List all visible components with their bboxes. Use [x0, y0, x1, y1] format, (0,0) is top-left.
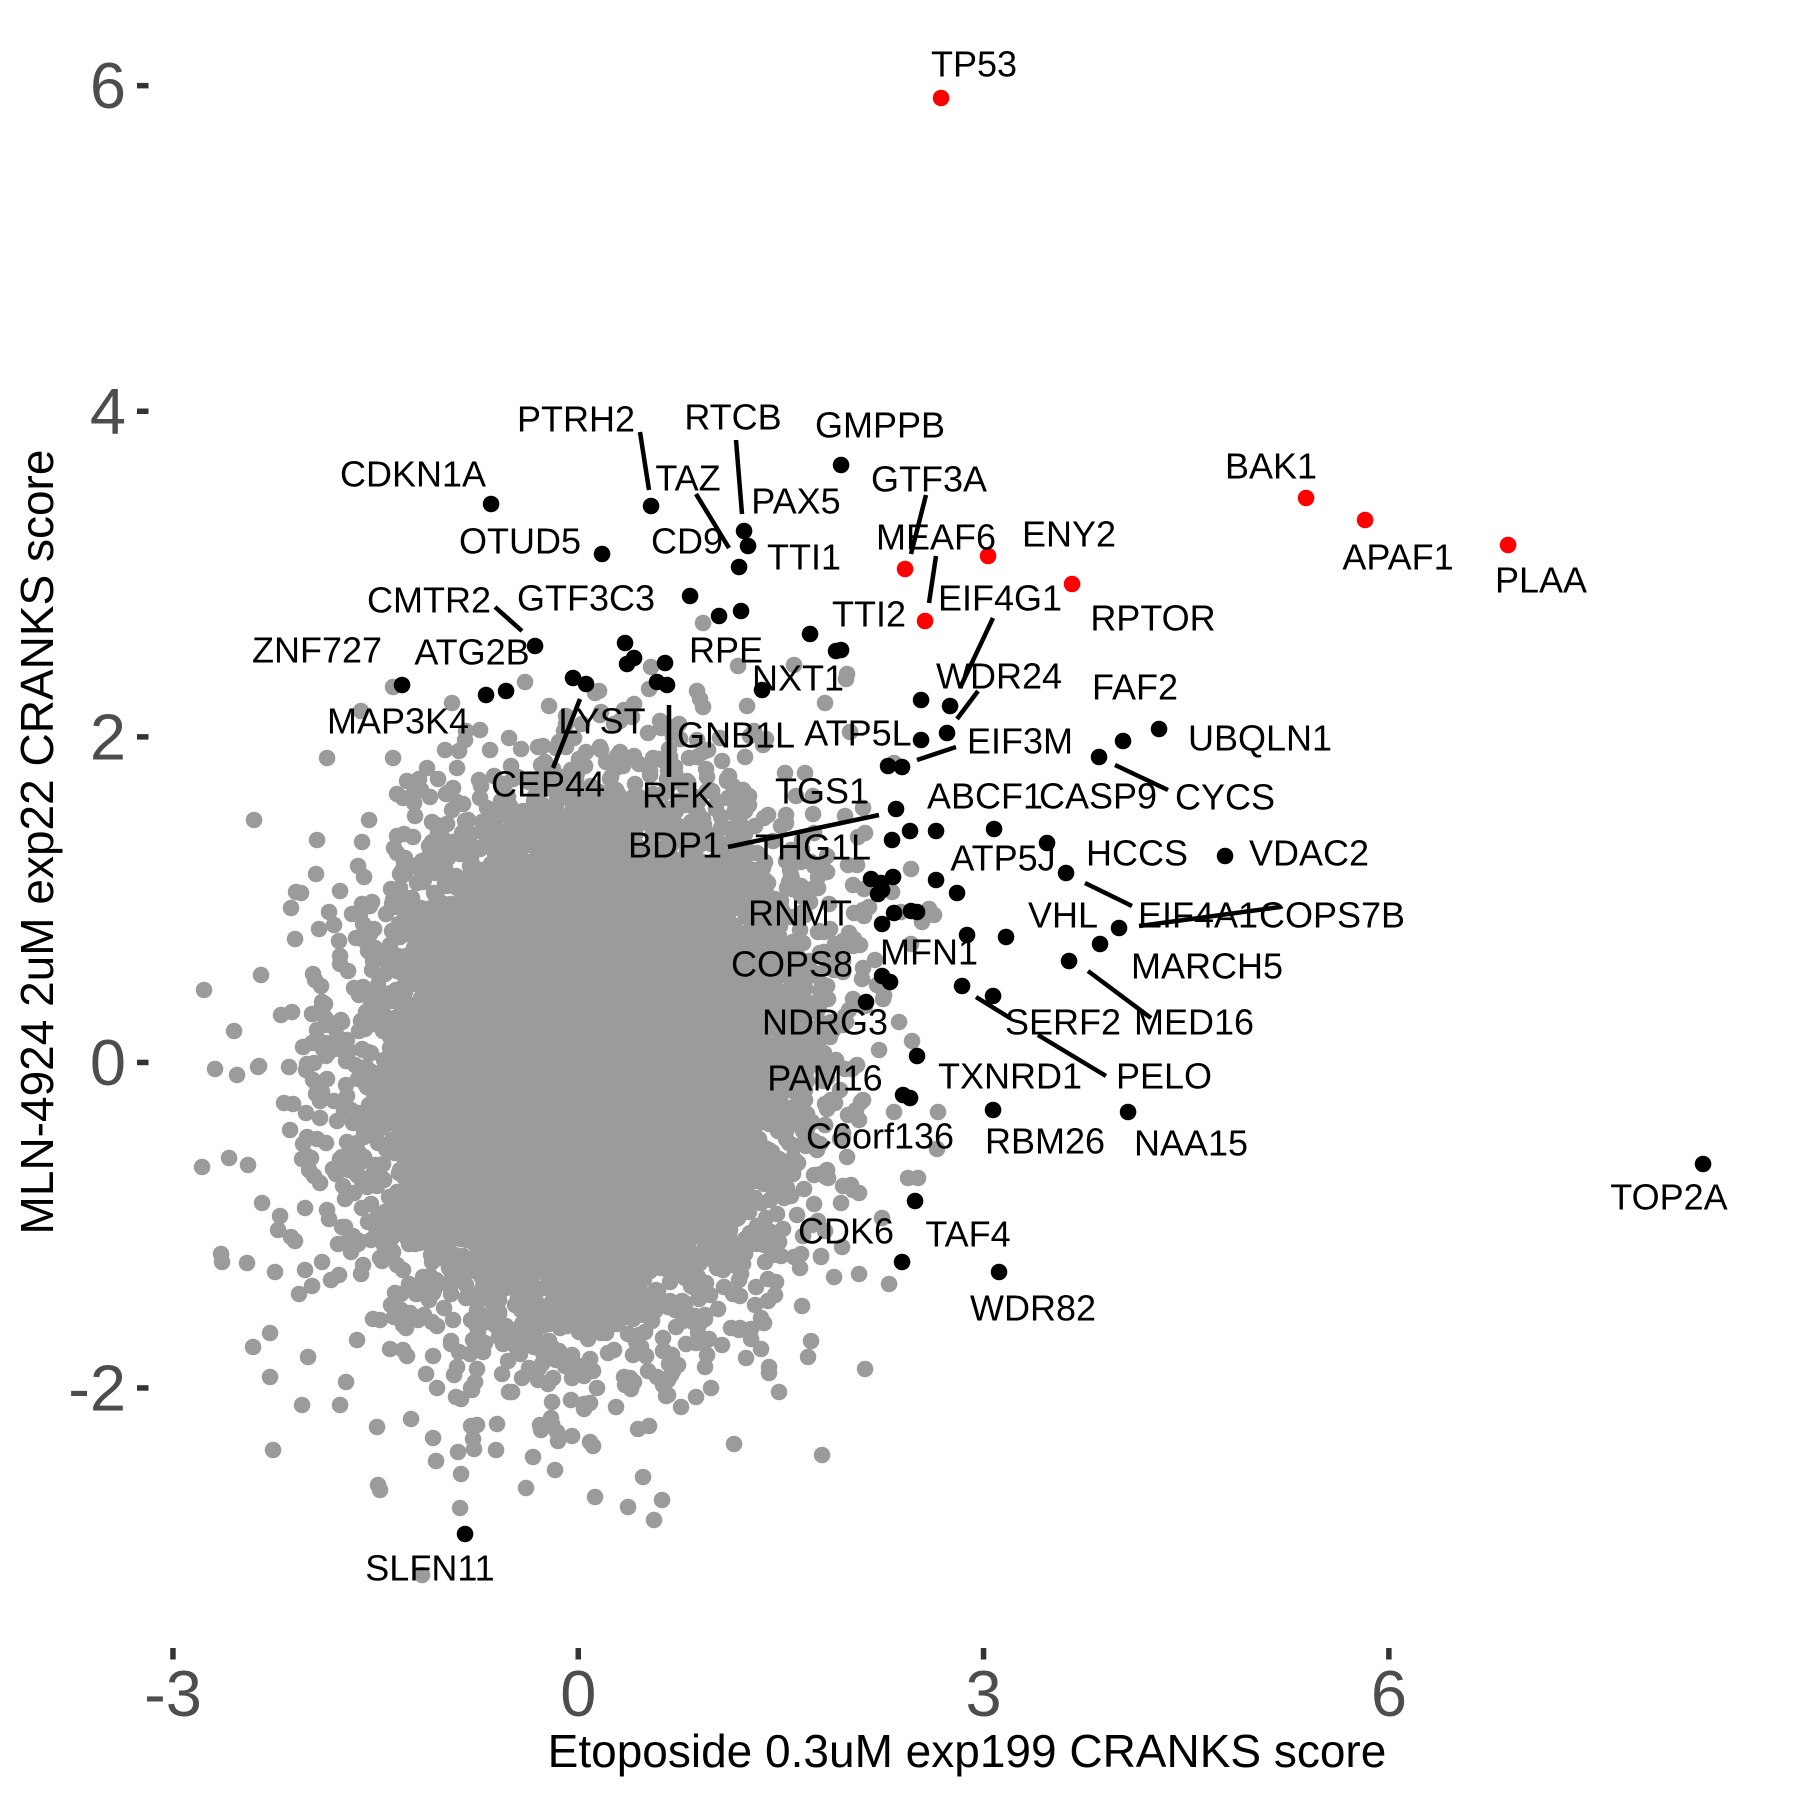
svg-text:COPS7B: COPS7B: [1259, 895, 1405, 936]
svg-text:CDK6: CDK6: [798, 1211, 894, 1252]
svg-text:BAK1: BAK1: [1225, 446, 1317, 487]
svg-text:MAP3K4: MAP3K4: [327, 701, 469, 742]
svg-text:GMPPB: GMPPB: [815, 405, 945, 446]
svg-text:PELO: PELO: [1116, 1056, 1212, 1097]
svg-text:6: 6: [90, 49, 126, 122]
svg-text:ATP5J: ATP5J: [950, 838, 1055, 879]
svg-text:COPS8: COPS8: [731, 944, 853, 985]
svg-text:RNMT: RNMT: [748, 893, 852, 934]
svg-text:TOP2A: TOP2A: [1610, 1177, 1727, 1218]
svg-text:ATG2B: ATG2B: [414, 632, 529, 673]
svg-text:VHL: VHL: [1028, 895, 1098, 936]
svg-text:CEP44: CEP44: [491, 764, 605, 805]
svg-text:EIF4G1: EIF4G1: [938, 578, 1062, 619]
svg-text:GNB1L: GNB1L: [677, 715, 795, 756]
svg-text:6: 6: [1371, 1657, 1407, 1730]
svg-text:CYCS: CYCS: [1175, 777, 1275, 818]
svg-text:CD9: CD9: [651, 521, 723, 562]
svg-text:WDR82: WDR82: [970, 1288, 1096, 1329]
svg-text:ENY2: ENY2: [1022, 514, 1116, 555]
svg-text:RPTOR: RPTOR: [1090, 598, 1215, 639]
svg-text:THG1L: THG1L: [755, 827, 871, 868]
svg-text:TAF4: TAF4: [925, 1214, 1010, 1255]
svg-text:TTI2: TTI2: [832, 594, 906, 635]
svg-text:ATP5L: ATP5L: [804, 713, 911, 754]
svg-text:CDKN1A: CDKN1A: [340, 454, 486, 495]
svg-text:OTUD5: OTUD5: [459, 521, 581, 562]
svg-text:SLFN11: SLFN11: [365, 1548, 494, 1589]
svg-text:TTI1: TTI1: [767, 537, 841, 578]
svg-text:MARCH5: MARCH5: [1131, 946, 1283, 987]
svg-text:C6orf136: C6orf136: [806, 1116, 954, 1157]
svg-text:3: 3: [966, 1657, 1002, 1730]
svg-text:NDRG3: NDRG3: [762, 1002, 888, 1043]
svg-text:PLAA: PLAA: [1495, 560, 1587, 601]
svg-text:RPE: RPE: [689, 630, 763, 671]
svg-text:GTF3C3: GTF3C3: [517, 578, 655, 619]
svg-text:CASP9: CASP9: [1039, 776, 1157, 817]
svg-text:WDR24: WDR24: [936, 656, 1062, 697]
svg-text:PAX5: PAX5: [751, 481, 840, 522]
svg-text:PAM16: PAM16: [767, 1058, 882, 1099]
svg-text:Etoposide 0.3uM exp199 CRANKS: Etoposide 0.3uM exp199 CRANKS score: [548, 1725, 1387, 1777]
svg-text:SERF2: SERF2: [1005, 1002, 1121, 1043]
svg-text:-3: -3: [144, 1657, 202, 1730]
svg-text:0: 0: [90, 1026, 126, 1099]
svg-text:MFN1: MFN1: [880, 932, 978, 973]
svg-text:APAF1: APAF1: [1342, 537, 1453, 578]
svg-text:FAF2: FAF2: [1092, 667, 1178, 708]
svg-text:GTF3A: GTF3A: [871, 459, 987, 500]
svg-text:RTCB: RTCB: [684, 397, 781, 438]
svg-text:MEAF6: MEAF6: [876, 517, 996, 558]
svg-text:ABCF1: ABCF1: [927, 776, 1043, 817]
svg-text:MLN-4924 2uM exp22 CRANKS scor: MLN-4924 2uM exp22 CRANKS score: [11, 450, 63, 1235]
svg-text:EIF3M: EIF3M: [967, 721, 1073, 762]
svg-text:4: 4: [90, 375, 126, 448]
svg-text:NXT1: NXT1: [752, 658, 844, 699]
svg-text:RBM26: RBM26: [985, 1121, 1105, 1162]
svg-text:PTRH2: PTRH2: [517, 399, 635, 440]
svg-text:HCCS: HCCS: [1086, 833, 1188, 874]
svg-text:ZNF727: ZNF727: [252, 630, 382, 671]
svg-text:2: 2: [90, 700, 126, 773]
svg-text:0: 0: [560, 1657, 596, 1730]
svg-text:UBQLN1: UBQLN1: [1188, 718, 1332, 759]
svg-text:MED16: MED16: [1134, 1002, 1254, 1043]
svg-text:EIF4A1: EIF4A1: [1138, 895, 1258, 936]
svg-text:CMTR2: CMTR2: [367, 580, 491, 621]
svg-text:LYST: LYST: [558, 701, 645, 742]
svg-text:TAZ: TAZ: [655, 458, 720, 499]
svg-text:RFK: RFK: [642, 775, 714, 816]
svg-text:TXNRD1: TXNRD1: [938, 1056, 1082, 1097]
svg-text:BDP1: BDP1: [628, 825, 722, 866]
svg-text:NAA15: NAA15: [1134, 1123, 1248, 1164]
svg-text:TGS1: TGS1: [775, 771, 869, 812]
svg-text:TP53: TP53: [931, 44, 1017, 85]
svg-text:-2: -2: [68, 1352, 126, 1425]
svg-text:VDAC2: VDAC2: [1249, 833, 1369, 874]
